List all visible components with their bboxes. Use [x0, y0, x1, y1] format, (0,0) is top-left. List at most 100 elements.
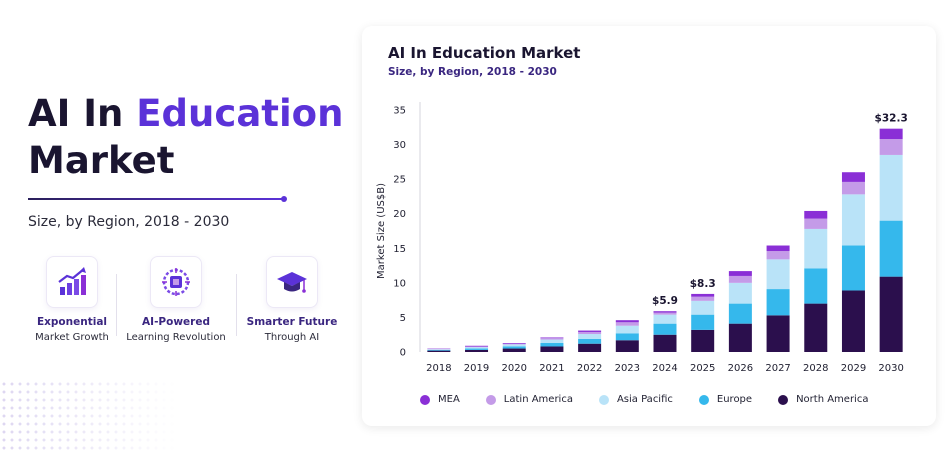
y-tick-label: 10 [393, 278, 406, 289]
bar-segment-asia-pacific-2026 [728, 282, 752, 304]
x-tick-label: 2028 [803, 363, 828, 374]
bar-segment-asia-pacific-2024 [653, 314, 677, 324]
chart-title: AI In Education Market [388, 44, 581, 62]
bar-segment-mea-2020 [502, 343, 526, 344]
feature-row: Exponential Market Growth AI-Powered Lea… [22, 256, 342, 356]
y-tick-label: 30 [393, 140, 406, 151]
bar-segment-latin-america-2024 [653, 312, 677, 315]
bar-segment-latin-america-2020 [502, 343, 526, 345]
bar-segment-north-america-2028 [804, 303, 828, 352]
feature-title: Exponential [36, 316, 108, 328]
x-tick-label: 2029 [841, 363, 866, 374]
bar-segment-mea-2026 [728, 271, 752, 276]
bar-segment-mea-2021 [540, 337, 564, 339]
bar-segment-latin-america-2029 [841, 181, 865, 195]
legend-label: MEA [438, 394, 460, 405]
bar-segment-asia-pacific-2021 [540, 339, 564, 344]
bar-segment-north-america-2020 [502, 348, 526, 352]
legend-swatch [598, 394, 609, 405]
ai-chip-brain-icon [150, 256, 202, 308]
x-tick-label: 2020 [502, 363, 527, 374]
bar-segment-north-america-2025 [691, 329, 715, 352]
y-tick-label: 35 [393, 106, 406, 117]
bar-segment-europe-2020 [502, 346, 526, 349]
bar-segment-europe-2025 [691, 314, 715, 330]
bar-segment-north-america-2029 [841, 290, 865, 352]
title-part-1: AI In [28, 92, 137, 135]
x-tick-label: 2018 [426, 363, 451, 374]
feature-ai-powered: AI-Powered Learning Revolution [126, 256, 226, 343]
y-tick-label: 20 [393, 209, 406, 220]
bar-segment-north-america-2019 [465, 349, 489, 352]
legend-swatch [778, 394, 789, 405]
bar-segment-asia-pacific-2022 [578, 334, 602, 339]
data-label: $5.9 [652, 295, 678, 307]
bar-segment-europe-2030 [879, 220, 903, 277]
bar-segment-europe-2023 [615, 333, 639, 341]
bar-segment-asia-pacific-2027 [766, 259, 790, 290]
feature-exponential: Exponential Market Growth [22, 256, 122, 343]
bar-segment-europe-2026 [728, 303, 752, 324]
bar-segment-asia-pacific-2020 [502, 344, 526, 347]
bar-segment-north-america-2027 [766, 315, 790, 352]
feature-divider [236, 274, 237, 336]
bar-segment-north-america-2024 [653, 334, 677, 352]
data-label: $8.3 [690, 278, 716, 290]
legend-item-europe: Europe [698, 394, 753, 405]
chart-legend: MEA Latin America Asia Pacific Europe North … [420, 394, 894, 405]
bar-segment-north-america-2018 [427, 350, 451, 352]
bar-segment-mea-2029 [841, 172, 865, 182]
bar-segment-north-america-2021 [540, 346, 564, 352]
legend-label: Europe [716, 394, 753, 405]
x-tick-label: 2030 [878, 363, 903, 374]
x-tick-label: 2027 [765, 363, 790, 374]
x-tick-label: 2022 [577, 363, 602, 374]
bar-segment-asia-pacific-2018 [427, 349, 451, 350]
bar-segment-latin-america-2023 [615, 322, 639, 326]
legend-label: North America [796, 394, 869, 405]
feature-divider [116, 274, 117, 336]
legend-swatch [485, 394, 496, 405]
y-tick-label: 5 [400, 313, 406, 324]
x-tick-label: 2026 [728, 363, 753, 374]
x-tick-label: 2019 [464, 363, 489, 374]
feature-title: AI-Powered [142, 316, 210, 328]
y-tick-label: 15 [393, 244, 406, 255]
bar-segment-asia-pacific-2019 [465, 347, 489, 349]
growth-chart-icon [46, 256, 98, 308]
bar-segment-latin-america-2028 [804, 218, 828, 229]
bar-segment-mea-2025 [691, 293, 715, 297]
y-axis-label: Market Size (US$B) [376, 183, 387, 279]
bar-segment-latin-america-2021 [540, 338, 564, 340]
feature-subtitle: Market Growth [35, 332, 109, 343]
feature-subtitle: Through AI [264, 332, 320, 343]
legend-label: Latin America [503, 394, 573, 405]
bar-segment-europe-2022 [578, 338, 602, 344]
bar-segment-mea-2022 [578, 330, 602, 332]
title-underline [28, 196, 287, 202]
title-accent: Education [136, 92, 344, 135]
data-label: $32.3 [875, 113, 908, 125]
bar-segment-mea-2028 [804, 210, 828, 219]
graduation-cap-icon [266, 256, 318, 308]
bar-segment-europe-2024 [653, 323, 677, 335]
page-title: AI In Education Market [28, 90, 348, 184]
legend-label: Asia Pacific [616, 394, 673, 405]
bar-segment-asia-pacific-2030 [879, 154, 903, 221]
x-tick-label: 2025 [690, 363, 715, 374]
underline-dot [281, 196, 287, 202]
bar-segment-latin-america-2030 [879, 139, 903, 155]
legend-swatch [420, 394, 430, 405]
y-tick-label: 25 [393, 175, 406, 186]
feature-smarter-future: Smarter Future Through AI [242, 256, 342, 343]
bar-segment-asia-pacific-2029 [841, 194, 865, 246]
legend-item-latin-america: Latin America [485, 394, 573, 405]
bar-segment-north-america-2022 [578, 343, 602, 352]
bar-segment-north-america-2026 [728, 323, 752, 352]
chart-card: AI In Education Market Size, by Region, … [362, 26, 936, 426]
legend-item-north-america: North America [778, 394, 868, 405]
chart-subtitle: Size, by Region, 2018 - 2030 [388, 66, 557, 78]
x-tick-label: 2023 [615, 363, 640, 374]
bar-segment-latin-america-2025 [691, 296, 715, 301]
bar-segment-latin-america-2026 [728, 275, 752, 283]
